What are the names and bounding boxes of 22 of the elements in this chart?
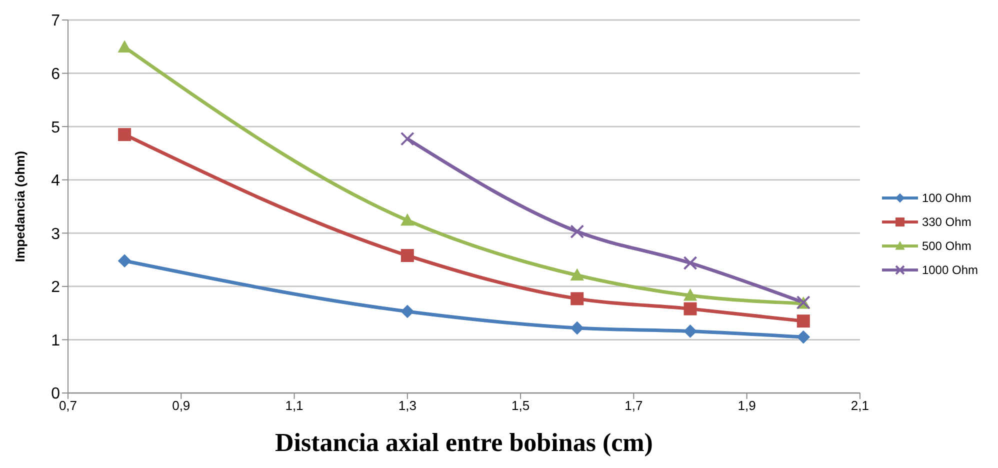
y-tick-label: 6 (51, 66, 60, 83)
legend-label: 330 Ohm (922, 215, 972, 229)
y-tick-label: 2 (51, 279, 60, 296)
legend-label: 1000 Ohm (922, 263, 978, 277)
y-tick-label: 7 (51, 12, 60, 30)
x-tick-label: 2,1 (850, 398, 869, 414)
x-tick-label: 0,7 (58, 398, 78, 414)
legend-label: 100 Ohm (922, 191, 972, 205)
x-tick-label: 1,3 (398, 398, 416, 414)
x-tick-label: 1,7 (624, 398, 643, 414)
x-tick-label: 1,5 (512, 398, 530, 414)
y-tick-label: 1 (51, 332, 60, 350)
y-axis-title: Impedancia (ohm) (12, 150, 28, 262)
x-tick-label: 1,9 (738, 398, 756, 414)
x-tick-label: 1,1 (285, 398, 304, 414)
y-tick-label: 3 (51, 226, 60, 243)
y-tick-label: 5 (51, 119, 60, 136)
x-axis-title: Distancia axial entre bobinas (cm) (275, 428, 653, 457)
y-tick-label: 0 (51, 386, 60, 403)
legend-label: 500 Ohm (922, 239, 972, 253)
y-tick-label: 4 (51, 172, 60, 190)
x-tick-label: 0,9 (172, 398, 190, 414)
